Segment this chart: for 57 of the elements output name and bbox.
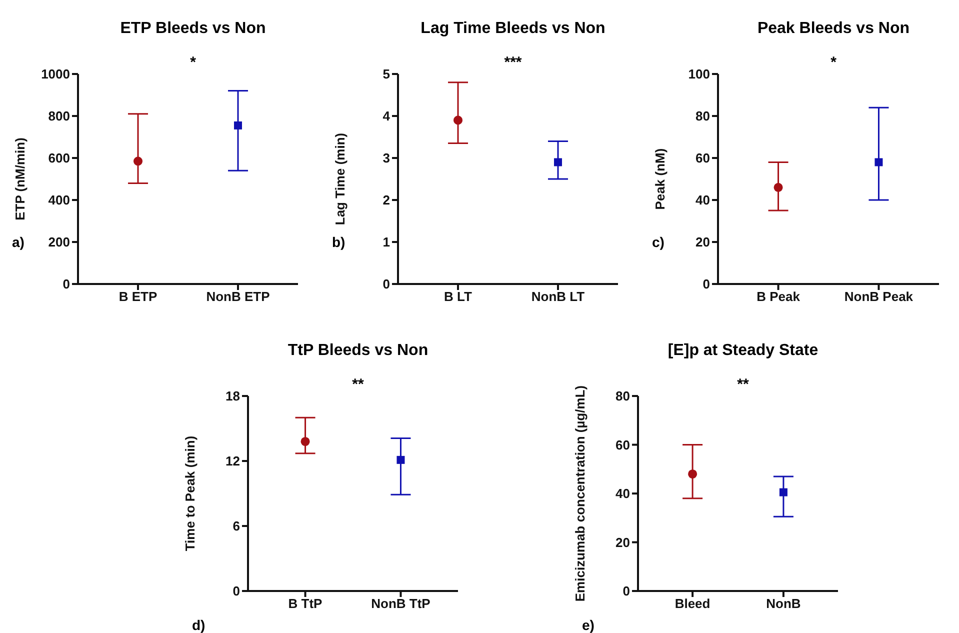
y-tick-label: 400 (48, 192, 70, 208)
y-tick-label: 2 (382, 192, 390, 208)
y-tick-label: 80 (696, 108, 710, 124)
y-tick-label: 0 (622, 584, 630, 599)
y-tick-label: 3 (382, 150, 390, 166)
x-tick-label: NonB (766, 596, 801, 612)
x-tick-label: B TtP (288, 596, 323, 612)
y-tick-label: 1000 (41, 66, 70, 82)
y-tick-label: 40 (696, 192, 710, 208)
y-axis-title: Lag Time (min) (332, 132, 348, 226)
x-tick-label: B LT (444, 289, 472, 304)
y-tick-label: 12 (226, 454, 240, 469)
y-tick-label: 60 (696, 150, 710, 166)
y-tick-label: 5 (382, 66, 390, 82)
chart-title: Peak Bleeds vs Non (756, 20, 911, 38)
y-tick-label: 0 (382, 276, 390, 292)
y-tick-label: 800 (48, 108, 70, 124)
y-tick-label: 20 (616, 534, 630, 550)
y-tick-label: 600 (48, 150, 70, 166)
chart-title: [E]p at Steady State (666, 342, 820, 360)
x-tick-label: NonB LT (531, 289, 585, 304)
y-tick-label: 20 (696, 234, 710, 250)
text: ** (352, 376, 364, 393)
chart-title: TtP Bleeds vs Non (286, 342, 430, 360)
x-tick-label: B ETP (118, 289, 158, 304)
text: *** (504, 54, 522, 71)
text: ** (737, 376, 749, 393)
y-tick-label: 0 (62, 276, 70, 292)
y-tick-label: 100 (688, 66, 710, 82)
y-tick-label: 80 (616, 388, 630, 404)
x-tick-label: NonB Peak (844, 289, 914, 304)
chart-title: Lag Time Bleeds vs Non (420, 20, 606, 38)
y-tick-label: 4 (382, 108, 391, 124)
text: d) (192, 617, 206, 633)
y-tick-label: 0 (232, 584, 240, 599)
chart-title: ETP Bleeds vs Non (119, 20, 267, 38)
y-tick-label: 18 (226, 388, 240, 404)
x-tick-label: B Peak (756, 289, 801, 304)
y-tick-label: 1 (382, 234, 390, 250)
text: * (190, 54, 196, 71)
y-tick-label: 60 (616, 437, 630, 452)
x-tick-label: NonB ETP (206, 289, 270, 304)
text: c) (652, 234, 664, 250)
y-axis-title: Emicizumab concentration (µg/mL) (572, 385, 588, 602)
y-tick-label: 6 (232, 518, 240, 534)
y-tick-label: 200 (48, 234, 70, 250)
y-axis-title: Peak (nM) (652, 148, 668, 210)
text: * (830, 54, 836, 71)
x-tick-label: Bleed (674, 596, 710, 612)
y-axis-title: Time to Peak (min) (182, 436, 198, 552)
y-tick-label: 40 (616, 486, 630, 502)
text: b) (332, 234, 346, 250)
text: e) (582, 617, 594, 633)
text: a) (12, 234, 24, 250)
y-tick-label: 0 (702, 276, 710, 292)
y-axis-title: ETP (nM/min) (12, 138, 28, 220)
x-tick-label: NonB TtP (371, 596, 431, 612)
